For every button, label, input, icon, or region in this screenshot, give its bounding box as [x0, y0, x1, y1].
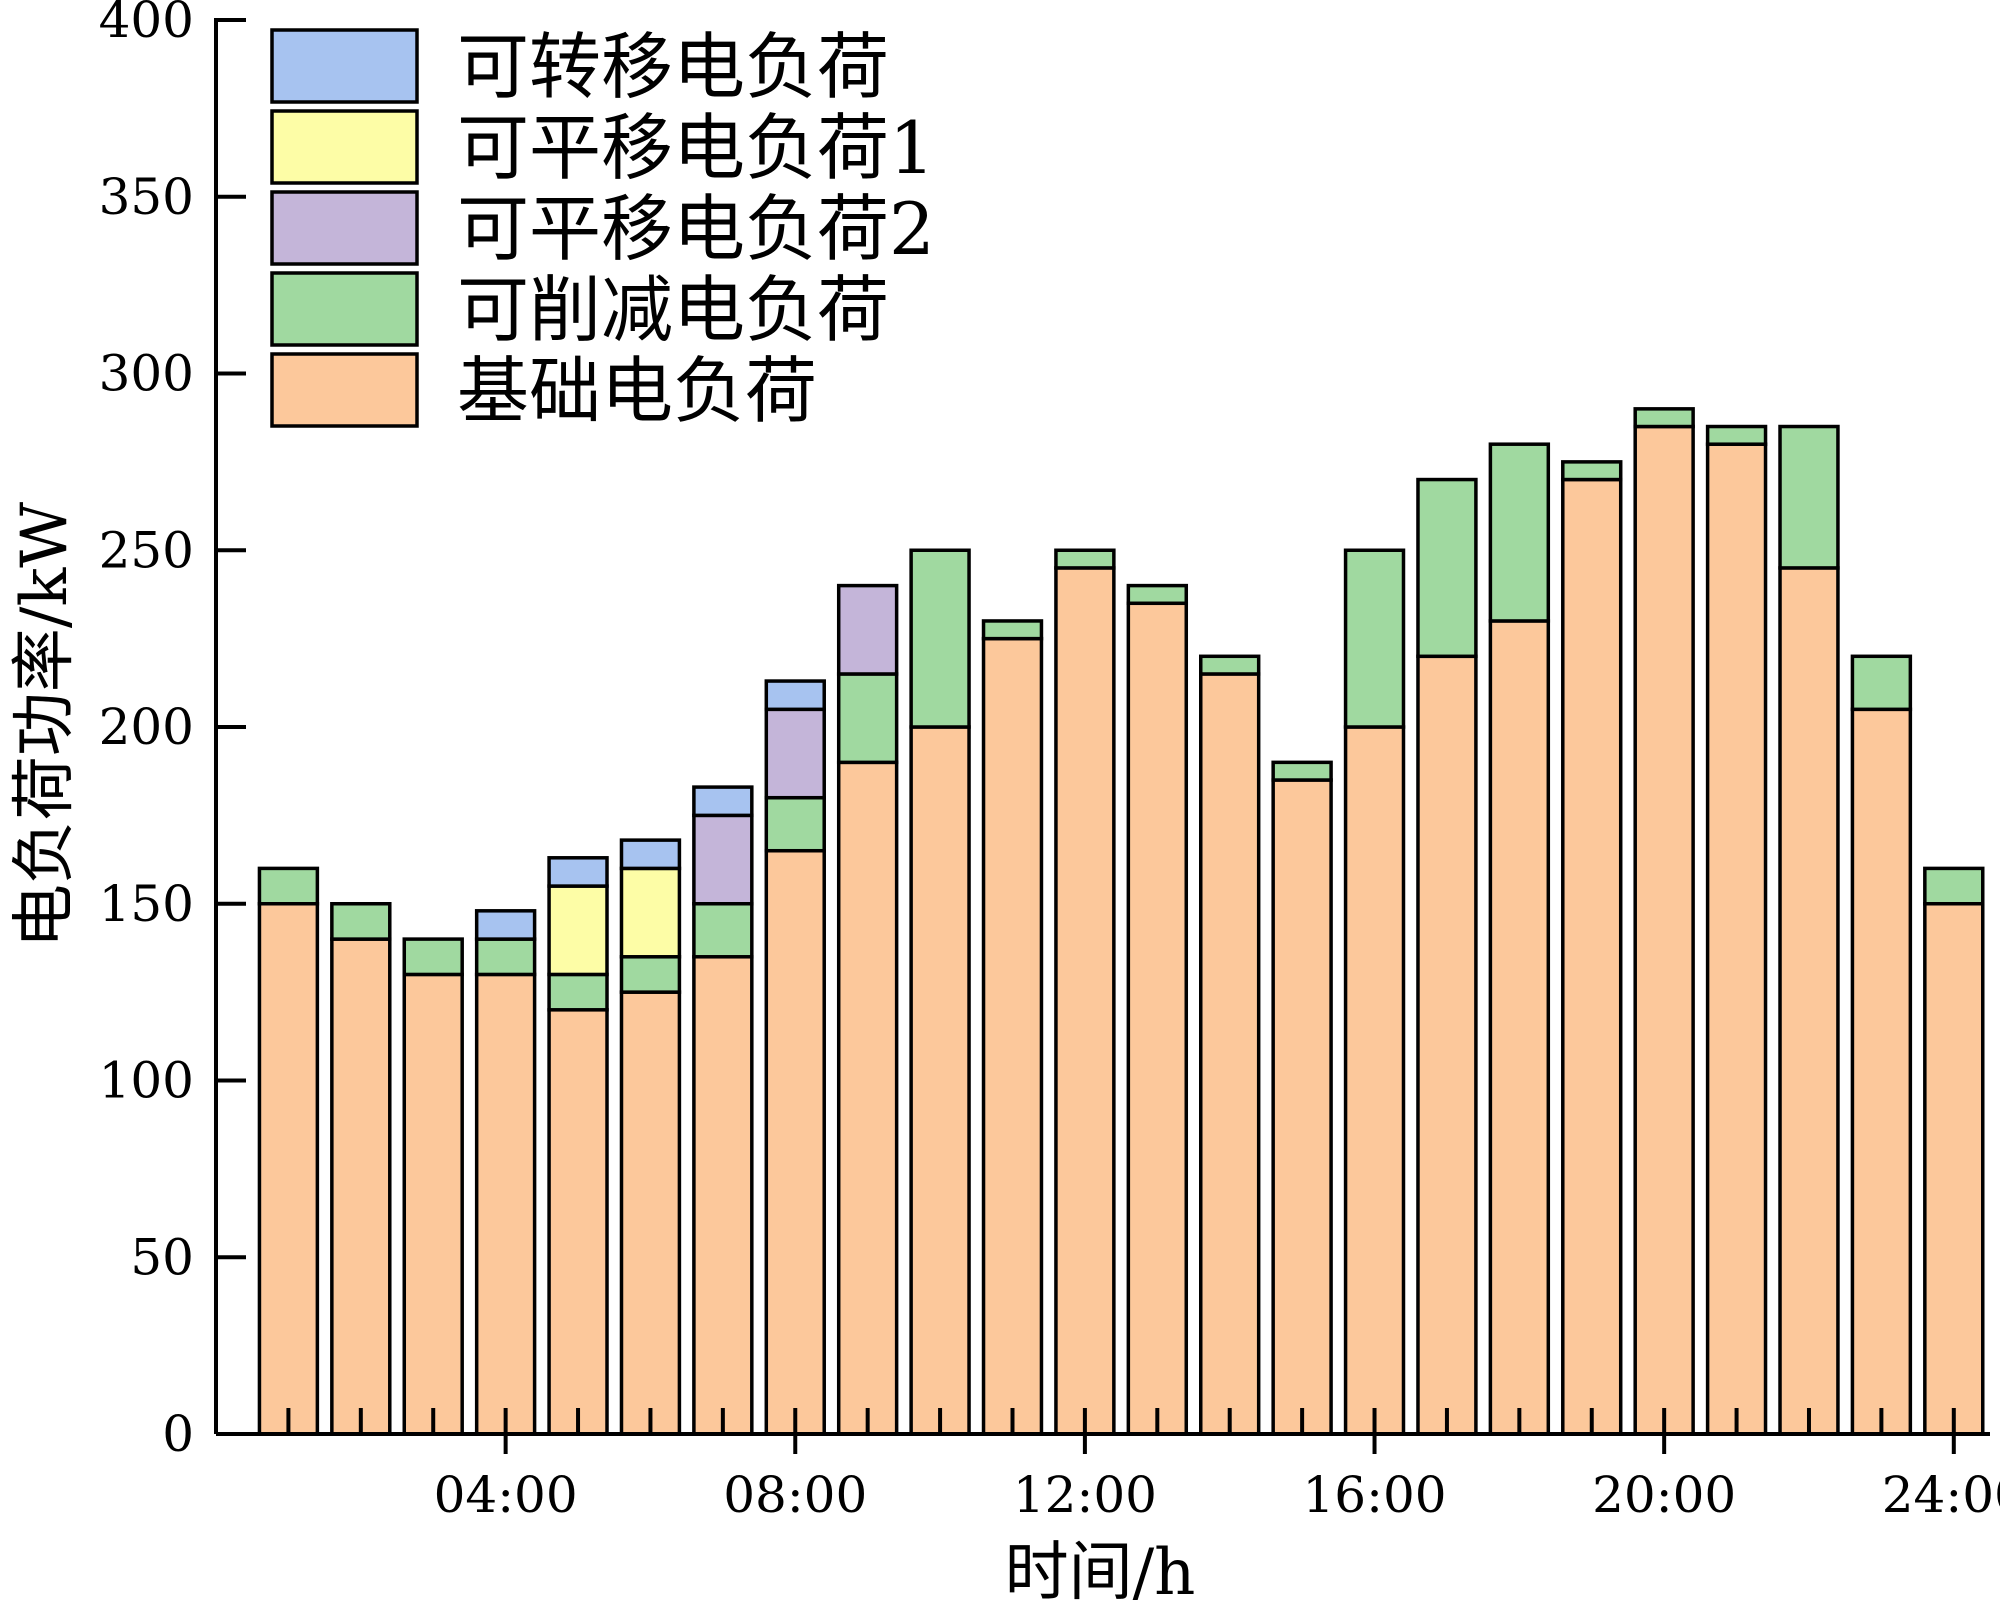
bar-segment [1271, 778, 1333, 1436]
bar-segment [1054, 566, 1116, 1436]
bar-segment [981, 619, 1044, 641]
bar-segment [1633, 407, 1695, 429]
bar-segment [1561, 477, 1623, 1436]
bar-segment [909, 725, 971, 1436]
bar-segment [619, 866, 682, 959]
x-tick-label: 08:00 [723, 1466, 867, 1524]
bar-segment [330, 937, 392, 1436]
bar-segment [836, 583, 899, 676]
y-tick-label: 200 [99, 698, 194, 756]
bar-segment [474, 909, 537, 941]
bar-segment [764, 707, 826, 800]
bar-segment [619, 990, 682, 1436]
y-tick-label: 250 [99, 521, 194, 579]
bar-segment [1705, 424, 1768, 446]
bar-segment [1850, 654, 1913, 712]
bar-segment [692, 955, 754, 1436]
bar-segment [764, 795, 826, 853]
bar-segment [692, 785, 754, 818]
bar-segment [1778, 566, 1840, 1436]
bar-segment [619, 955, 682, 994]
bar-segment [547, 972, 609, 1012]
bar-segment [1126, 601, 1189, 1436]
bar-segment [547, 884, 609, 977]
x-tick-label: 24:00 [1882, 1466, 2000, 1524]
bar-segment [402, 937, 464, 977]
bar-segment [1126, 583, 1189, 606]
legend-label: 可平移电负荷1 [457, 106, 935, 190]
bar-segment [981, 636, 1044, 1436]
x-tick-label: 12:00 [1013, 1466, 1157, 1524]
bar-segment [547, 1008, 609, 1436]
legend-label: 可平移电负荷2 [457, 187, 935, 271]
bar-segment [402, 972, 464, 1436]
legend-label: 可转移电负荷 [457, 25, 889, 109]
bar-segment [1923, 866, 1985, 906]
legend-label: 基础电负荷 [457, 349, 817, 433]
y-tick-label: 100 [99, 1052, 194, 1110]
y-tick-label: 300 [99, 345, 194, 403]
bar-segment [764, 679, 826, 712]
bar-segment [836, 760, 899, 1436]
axes-layer: 0 50 100 150 200 250 300 350 400 04:00 08:00 12:00 1… [99, 0, 2000, 1524]
bar-segment [836, 672, 899, 765]
x-tick-label: 04:00 [434, 1466, 578, 1524]
bar-segment [909, 548, 971, 729]
bar-segment [1054, 548, 1116, 570]
y-tick-label: 400 [99, 0, 194, 49]
bar-segment [1705, 442, 1768, 1436]
y-tick-label: 150 [99, 875, 194, 933]
bar-segment [257, 866, 320, 906]
bar-segment [1199, 672, 1261, 1436]
bar-segment [547, 856, 609, 888]
y-tick-label: 350 [99, 168, 194, 226]
bar-segment [1343, 725, 1406, 1436]
y-tick-label: 0 [162, 1405, 194, 1463]
bar-segment [1778, 424, 1840, 570]
y-axis-title: 电负荷功率/kW [8, 502, 82, 948]
bar-segment [1850, 707, 1913, 1436]
bar-segment [692, 902, 754, 959]
bar-segment [1416, 654, 1478, 1436]
bar-segment [1561, 460, 1623, 482]
bars-layer [257, 407, 1985, 1436]
bar-segment [1923, 902, 1985, 1436]
bar-segment [692, 813, 754, 906]
bar-segment [330, 902, 392, 941]
x-tick-label: 16:00 [1302, 1466, 1446, 1524]
legend-swatch [270, 352, 419, 428]
bar-segment [1416, 477, 1478, 659]
bar-segment [1488, 619, 1551, 1436]
bar-segment [1488, 442, 1551, 623]
legend-label: 可削减电负荷 [457, 268, 889, 352]
bar-segment [1199, 654, 1261, 676]
legend-swatch [270, 271, 419, 347]
bar-segment [474, 972, 537, 1436]
legend-swatch [270, 190, 419, 266]
bar-segment [764, 848, 826, 1436]
bar-segment [257, 902, 320, 1436]
legend-swatch [270, 109, 419, 185]
bar-segment [1343, 548, 1406, 729]
legend-swatch [270, 28, 419, 104]
bar-segment [1633, 424, 1695, 1436]
bar-segment [1271, 760, 1333, 782]
bar-segment [474, 937, 537, 977]
x-tick-label: 20:00 [1592, 1466, 1736, 1524]
y-tick-label: 50 [130, 1228, 194, 1286]
x-axis-title: 时间/h [1005, 1536, 1196, 1610]
bar-segment [619, 838, 682, 871]
